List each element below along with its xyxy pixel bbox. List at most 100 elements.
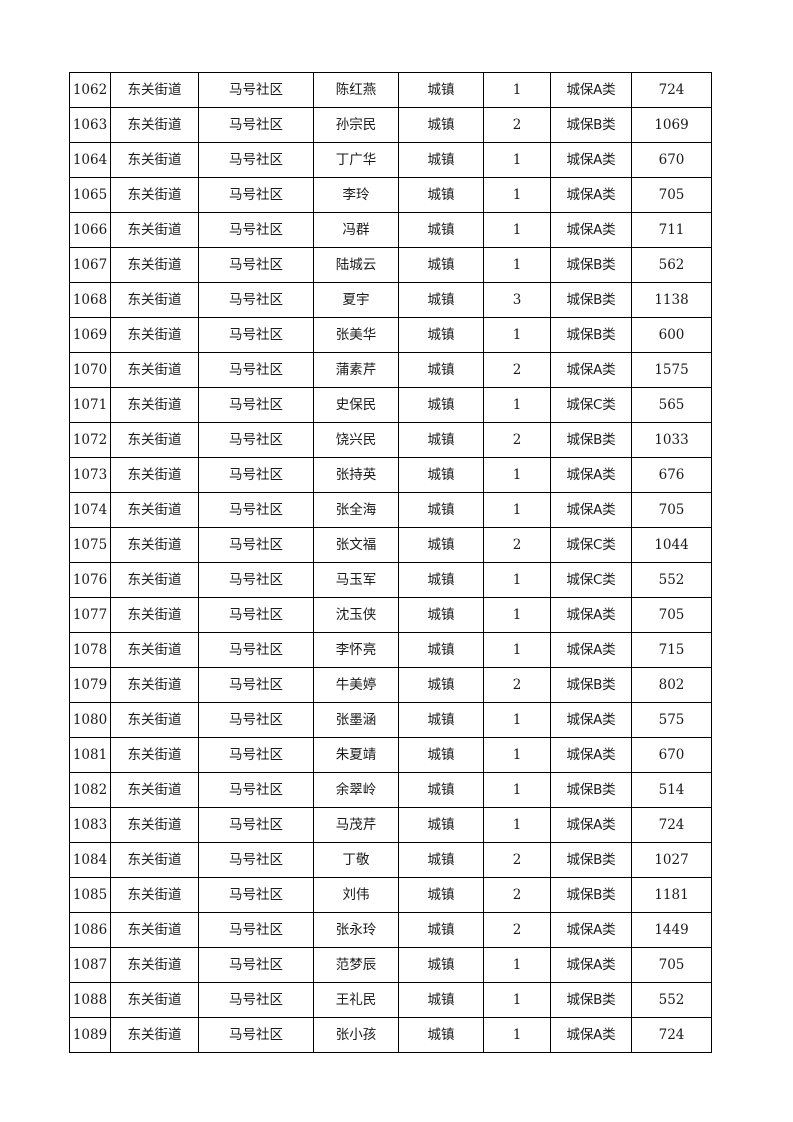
cell-id: 1078 bbox=[69, 632, 111, 668]
cell-member-count: 1 bbox=[483, 807, 551, 843]
cell-category: 城保A类 bbox=[550, 702, 632, 738]
cell-name: 丁敬 bbox=[313, 842, 399, 878]
cell-id: 1080 bbox=[69, 702, 111, 738]
cell-category: 城保B类 bbox=[550, 842, 632, 878]
cell-street: 东关街道 bbox=[110, 107, 199, 143]
cell-category: 城保A类 bbox=[550, 912, 632, 948]
cell-category: 城保B类 bbox=[550, 667, 632, 703]
table-row: 1076 东关街道 马号社区 马玉军 城镇 1 城保C类 552 bbox=[69, 562, 712, 598]
cell-community: 马号社区 bbox=[198, 1017, 314, 1053]
cell-member-count: 1 bbox=[483, 947, 551, 983]
cell-name: 蒲素芹 bbox=[313, 352, 399, 388]
cell-street: 东关街道 bbox=[110, 352, 199, 388]
cell-amount: 552 bbox=[631, 562, 712, 598]
cell-street: 东关街道 bbox=[110, 632, 199, 668]
cell-category: 城保B类 bbox=[550, 317, 632, 353]
cell-name: 马玉军 bbox=[313, 562, 399, 598]
cell-member-count: 1 bbox=[483, 702, 551, 738]
cell-member-count: 1 bbox=[483, 212, 551, 248]
cell-household-type: 城镇 bbox=[398, 282, 484, 318]
cell-name: 陆城云 bbox=[313, 247, 399, 283]
cell-member-count: 2 bbox=[483, 352, 551, 388]
cell-name: 张持英 bbox=[313, 457, 399, 493]
table-row: 1068 东关街道 马号社区 夏宇 城镇 3 城保B类 1138 bbox=[69, 282, 712, 318]
cell-category: 城保A类 bbox=[550, 457, 632, 493]
cell-category: 城保B类 bbox=[550, 982, 632, 1018]
cell-id: 1073 bbox=[69, 457, 111, 493]
cell-name: 冯群 bbox=[313, 212, 399, 248]
cell-amount: 724 bbox=[631, 1017, 712, 1053]
cell-name: 余翠岭 bbox=[313, 772, 399, 808]
cell-community: 马号社区 bbox=[198, 422, 314, 458]
cell-name: 王礼民 bbox=[313, 982, 399, 1018]
cell-amount: 705 bbox=[631, 597, 712, 633]
roster-table-body: 1062 东关街道 马号社区 陈红燕 城镇 1 城保A类 724 1063 东关街道 马号社区 孙宗民… bbox=[69, 72, 712, 1053]
cell-household-type: 城镇 bbox=[398, 877, 484, 913]
table-row: 1069 东关街道 马号社区 张美华 城镇 1 城保B类 600 bbox=[69, 317, 712, 353]
cell-id: 1074 bbox=[69, 492, 111, 528]
cell-name: 饶兴民 bbox=[313, 422, 399, 458]
cell-amount: 705 bbox=[631, 492, 712, 528]
cell-street: 东关街道 bbox=[110, 947, 199, 983]
cell-household-type: 城镇 bbox=[398, 1017, 484, 1053]
cell-id: 1081 bbox=[69, 737, 111, 773]
cell-community: 马号社区 bbox=[198, 737, 314, 773]
cell-street: 东关街道 bbox=[110, 982, 199, 1018]
cell-member-count: 1 bbox=[483, 317, 551, 353]
cell-member-count: 2 bbox=[483, 422, 551, 458]
cell-street: 东关街道 bbox=[110, 737, 199, 773]
cell-household-type: 城镇 bbox=[398, 107, 484, 143]
cell-community: 马号社区 bbox=[198, 807, 314, 843]
cell-community: 马号社区 bbox=[198, 912, 314, 948]
cell-street: 东关街道 bbox=[110, 807, 199, 843]
cell-category: 城保A类 bbox=[550, 492, 632, 528]
table-row: 1078 东关街道 马号社区 李怀亮 城镇 1 城保A类 715 bbox=[69, 632, 712, 668]
cell-category: 城保A类 bbox=[550, 597, 632, 633]
cell-member-count: 1 bbox=[483, 632, 551, 668]
table-row: 1083 东关街道 马号社区 马茂芹 城镇 1 城保A类 724 bbox=[69, 807, 712, 843]
cell-category: 城保B类 bbox=[550, 107, 632, 143]
table-row: 1086 东关街道 马号社区 张永玲 城镇 2 城保A类 1449 bbox=[69, 912, 712, 948]
cell-amount: 1033 bbox=[631, 422, 712, 458]
cell-household-type: 城镇 bbox=[398, 667, 484, 703]
cell-amount: 724 bbox=[631, 72, 712, 108]
table-row: 1071 东关街道 马号社区 史保民 城镇 1 城保C类 565 bbox=[69, 387, 712, 423]
cell-amount: 514 bbox=[631, 772, 712, 808]
cell-member-count: 1 bbox=[483, 247, 551, 283]
cell-amount: 1181 bbox=[631, 877, 712, 913]
cell-id: 1063 bbox=[69, 107, 111, 143]
cell-amount: 711 bbox=[631, 212, 712, 248]
cell-member-count: 1 bbox=[483, 562, 551, 598]
table-row: 1087 东关街道 马号社区 范梦辰 城镇 1 城保A类 705 bbox=[69, 947, 712, 983]
cell-street: 东关街道 bbox=[110, 527, 199, 563]
cell-community: 马号社区 bbox=[198, 352, 314, 388]
cell-street: 东关街道 bbox=[110, 387, 199, 423]
cell-member-count: 2 bbox=[483, 527, 551, 563]
cell-household-type: 城镇 bbox=[398, 597, 484, 633]
cell-id: 1067 bbox=[69, 247, 111, 283]
cell-id: 1070 bbox=[69, 352, 111, 388]
table-row: 1075 东关街道 马号社区 张文福 城镇 2 城保C类 1044 bbox=[69, 527, 712, 563]
cell-category: 城保A类 bbox=[550, 1017, 632, 1053]
cell-street: 东关街道 bbox=[110, 772, 199, 808]
cell-name: 张小孩 bbox=[313, 1017, 399, 1053]
cell-name: 牛美婷 bbox=[313, 667, 399, 703]
cell-category: 城保B类 bbox=[550, 877, 632, 913]
cell-community: 马号社区 bbox=[198, 177, 314, 213]
cell-amount: 1575 bbox=[631, 352, 712, 388]
cell-street: 东关街道 bbox=[110, 842, 199, 878]
cell-name: 马茂芹 bbox=[313, 807, 399, 843]
cell-community: 马号社区 bbox=[198, 947, 314, 983]
cell-household-type: 城镇 bbox=[398, 177, 484, 213]
cell-amount: 724 bbox=[631, 807, 712, 843]
cell-category: 城保A类 bbox=[550, 142, 632, 178]
cell-member-count: 1 bbox=[483, 1017, 551, 1053]
cell-household-type: 城镇 bbox=[398, 842, 484, 878]
cell-household-type: 城镇 bbox=[398, 702, 484, 738]
cell-amount: 1027 bbox=[631, 842, 712, 878]
cell-name: 夏宇 bbox=[313, 282, 399, 318]
cell-id: 1072 bbox=[69, 422, 111, 458]
cell-id: 1077 bbox=[69, 597, 111, 633]
table-row: 1073 东关街道 马号社区 张持英 城镇 1 城保A类 676 bbox=[69, 457, 712, 493]
